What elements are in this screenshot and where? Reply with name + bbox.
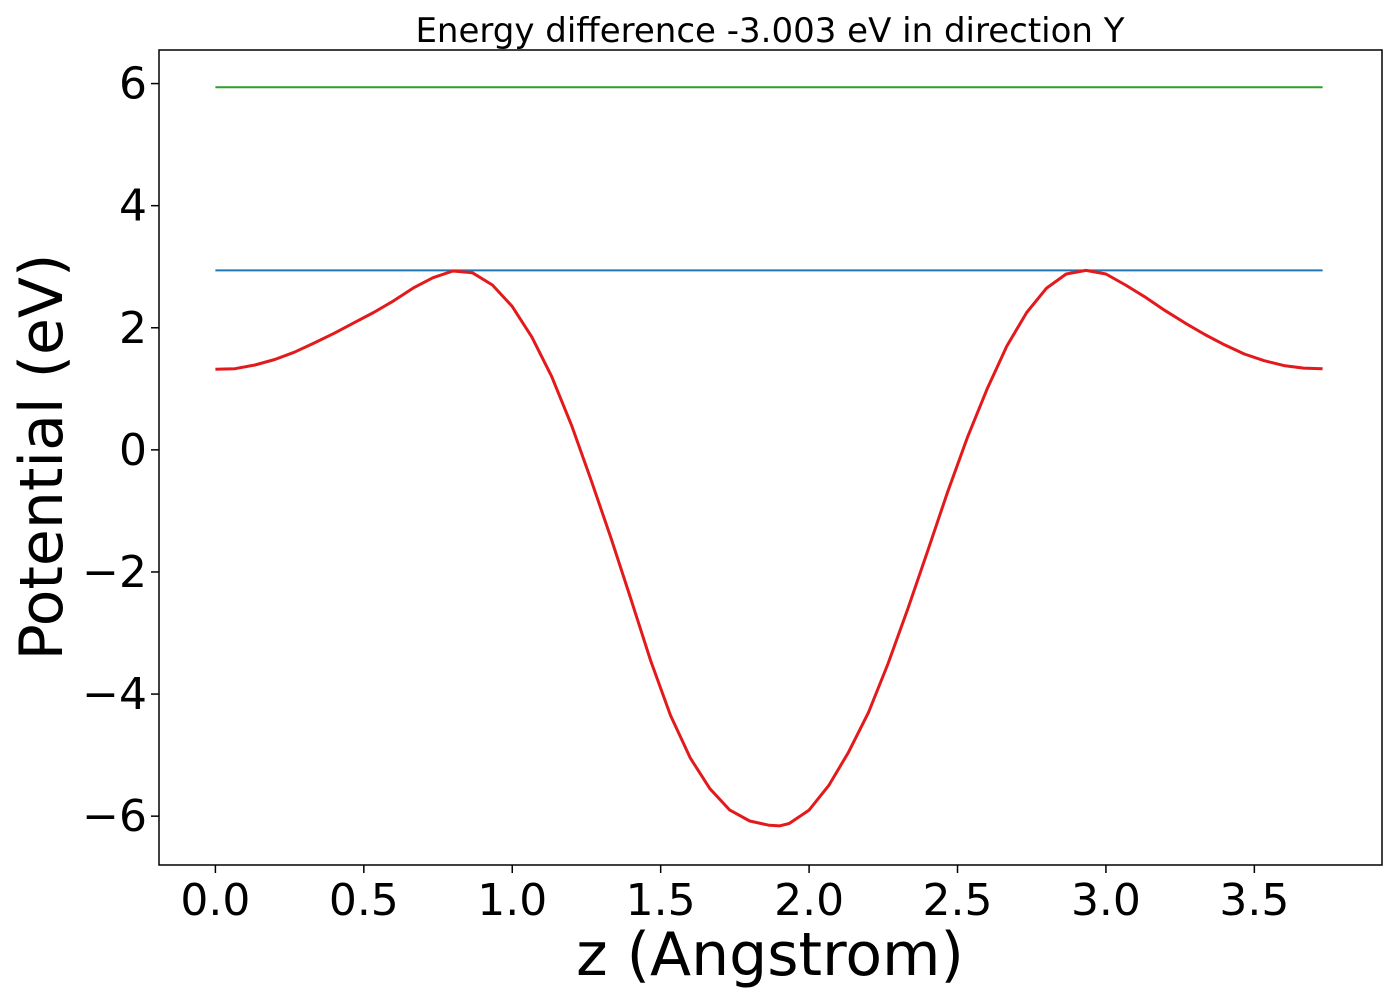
chart-title: Energy difference -3.003 eV in direction… [415, 11, 1124, 51]
x-axis: 0.0 0.5 1.0 1.5 2.0 2.5 3.0 3.5 [180, 865, 1289, 926]
x-axis-title: z (Angstrom) [576, 920, 964, 990]
x-tick-label: 3.0 [1071, 875, 1141, 926]
series-layer [215, 86, 1323, 828]
x-tick-label: 3.5 [1219, 875, 1289, 926]
y-tick-label: 2 [119, 303, 147, 354]
y-tick-label: 0 [119, 425, 147, 476]
x-tick-label: 0.5 [329, 875, 399, 926]
x-tick-label: 1.0 [477, 875, 547, 926]
y-axis: −6 −4 −2 0 2 4 6 [82, 59, 159, 842]
x-tick-label: 2.5 [923, 875, 993, 926]
series-line-3 [215, 268, 1323, 828]
y-tick-label: −2 [82, 547, 147, 598]
plot-area [158, 49, 1383, 866]
y-tick-label: −4 [82, 669, 147, 720]
y-tick-label: −6 [82, 791, 147, 842]
x-tick-label: 1.5 [626, 875, 696, 926]
x-tick-label: 0.0 [180, 875, 250, 926]
x-tick-label: 2.0 [774, 875, 844, 926]
y-axis-title: Potential (eV) [7, 254, 77, 661]
y-tick-label: 6 [119, 59, 147, 110]
y-tick-label: 4 [119, 181, 147, 232]
